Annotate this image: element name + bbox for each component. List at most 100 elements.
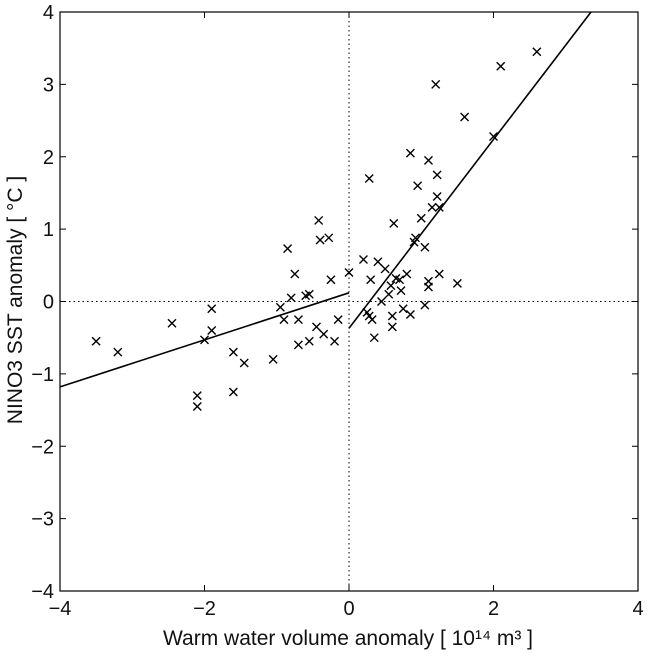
marker-stroke — [344, 268, 354, 278]
data-point — [228, 387, 238, 397]
data-point — [387, 311, 397, 321]
data-point — [386, 281, 396, 291]
data-point — [413, 181, 423, 191]
x-tick-label: 2 — [488, 598, 499, 620]
marker-stroke — [384, 289, 394, 299]
data-point — [167, 318, 177, 328]
marker-stroke — [434, 202, 444, 212]
data-point — [290, 269, 300, 279]
data-point — [496, 61, 506, 71]
marker-stroke — [423, 282, 433, 292]
data-point — [410, 233, 420, 243]
marker-stroke — [402, 269, 412, 279]
data-point — [192, 401, 202, 411]
data-point — [387, 322, 397, 332]
data-point — [434, 202, 444, 212]
marker-stroke — [311, 322, 321, 332]
data-point — [333, 315, 343, 325]
marker-stroke — [364, 173, 374, 183]
marker-stroke — [358, 255, 368, 265]
data-point — [380, 264, 390, 274]
data-point — [192, 391, 202, 401]
marker-stroke — [387, 311, 397, 321]
data-point — [377, 297, 387, 306]
marker-stroke — [290, 269, 300, 279]
data-point — [91, 336, 101, 346]
data-point — [434, 269, 444, 279]
marker-stroke — [330, 336, 340, 346]
marker-stroke — [413, 181, 423, 191]
data-point — [319, 329, 329, 339]
y-tick-label: −3 — [31, 509, 54, 531]
data-point — [293, 315, 303, 325]
marker-stroke — [489, 131, 498, 141]
data-point — [373, 257, 383, 267]
marker-stroke — [395, 275, 405, 285]
x-axis-label: Warm water volume anomaly [ 10¹⁴ m³ ] — [163, 627, 533, 650]
y-tick-label: 1 — [43, 219, 54, 241]
marker-stroke — [431, 79, 441, 89]
y-tick-label: 4 — [43, 2, 54, 24]
y-axis-label: NINO3 SST anomaly [ °C ] — [4, 176, 27, 424]
tick-layer: −4 −2 0 2 4 −4 −3 −2 −1 0 1 2 3 4 — [31, 2, 643, 620]
marker-stroke — [367, 315, 377, 325]
data-point — [405, 310, 415, 320]
data-point — [395, 275, 405, 285]
y-tick-label: −1 — [31, 364, 54, 386]
data-point — [402, 269, 412, 279]
x-tick-label: −2 — [193, 598, 216, 620]
fit-line — [348, 11, 592, 329]
data-point — [304, 289, 314, 299]
y-tick-label: −2 — [31, 436, 54, 458]
data-point — [344, 268, 354, 278]
data-point — [113, 347, 123, 357]
data-point — [326, 275, 336, 285]
data-point — [389, 218, 399, 228]
marker-stroke — [239, 358, 249, 368]
marker-stroke — [333, 315, 343, 325]
marker-stroke — [532, 47, 542, 57]
marker-stroke — [324, 233, 334, 243]
data-point — [314, 215, 324, 225]
data-point — [432, 192, 442, 202]
plot-layer — [59, 11, 639, 592]
data-point — [304, 336, 314, 346]
marker-stroke — [113, 347, 123, 357]
marker-stroke — [398, 304, 408, 314]
data-point — [358, 255, 368, 265]
marker-stroke — [432, 192, 442, 202]
marker-stroke — [207, 304, 217, 314]
marker-stroke — [460, 112, 470, 122]
marker-stroke — [362, 307, 372, 317]
data-point — [268, 354, 278, 364]
marker-stroke — [200, 335, 209, 345]
marker-stroke — [167, 318, 177, 328]
data-point — [431, 79, 441, 89]
marker-stroke — [427, 202, 437, 212]
data-point — [427, 202, 437, 212]
data-point — [384, 289, 394, 299]
marker-stroke — [434, 269, 444, 279]
data-point — [398, 304, 408, 314]
data-point — [452, 278, 462, 288]
marker-stroke — [396, 286, 406, 296]
marker-stroke — [275, 302, 285, 312]
marker-stroke — [192, 401, 202, 411]
marker-stroke — [207, 325, 217, 335]
data-point — [311, 322, 321, 332]
data-point — [369, 333, 379, 343]
data-point — [279, 315, 289, 325]
data-point — [293, 340, 303, 350]
data-point — [367, 315, 377, 325]
data-point — [364, 173, 374, 183]
data-point — [283, 244, 293, 254]
marker-stroke — [391, 273, 401, 283]
marker-stroke — [496, 61, 506, 71]
x-tick-label: 0 — [343, 598, 354, 620]
marker-stroke — [416, 213, 426, 223]
data-point — [396, 286, 406, 296]
marker-stroke — [293, 315, 303, 325]
data-point — [405, 148, 415, 158]
marker-stroke — [192, 391, 202, 401]
